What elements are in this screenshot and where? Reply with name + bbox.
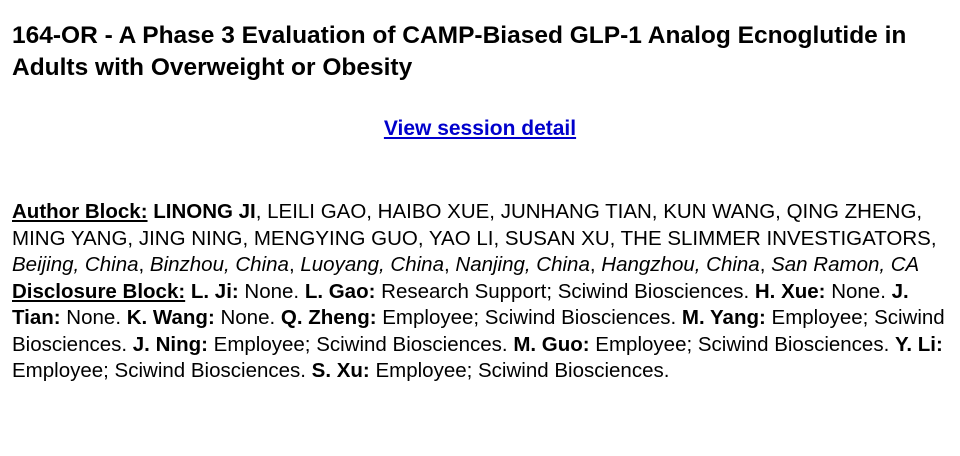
lead-author: LINONG JI xyxy=(153,200,256,223)
disclosure-name: M. Guo: xyxy=(513,332,590,356)
author-location: Hangzhou, China xyxy=(601,253,760,276)
disclosure-name: S. Xu: xyxy=(311,359,370,382)
disclosure-text: Employee; Sciwind Biosciences. xyxy=(376,306,682,329)
location-separator: , xyxy=(443,253,456,276)
disclosure-text: Research Support; Sciwind Biosciences. xyxy=(375,279,755,303)
disclosure-name-text: L. Ji: xyxy=(190,279,239,303)
abstract-body: Author Block: LINONG JI, LEILI GAO, HAIB… xyxy=(12,199,948,385)
location-separator: , xyxy=(759,253,772,276)
abstract-title: 164-OR - A Phase 3 Evaluation of CAMP-Bi… xyxy=(12,22,907,81)
disclosure-text: None. xyxy=(60,306,127,329)
lead-author-name: LINONG JI xyxy=(153,200,256,223)
disclosure-name: J. Tian: xyxy=(12,279,909,330)
author-location: Luoyang, China xyxy=(300,253,444,276)
author-location: Nanjing, China xyxy=(455,253,590,276)
disclosure-text: None. xyxy=(214,306,281,329)
disclosure-text: None. xyxy=(825,279,892,303)
disclosure-text: Employee; Sciwind Biosciences. xyxy=(589,332,895,356)
location-separator: , xyxy=(138,253,150,276)
disclosure-name: Y. Li: xyxy=(894,332,943,356)
author-block-label: Author Block: xyxy=(12,200,148,223)
disclosure-name: L. Ji: xyxy=(191,280,239,303)
author-location: Beijing, China xyxy=(12,253,139,276)
disclosure-text: Employee; Sciwind Biosciences. xyxy=(12,359,312,382)
author-location: San Ramon, CA xyxy=(771,253,920,276)
disclosure-text: None. xyxy=(238,279,305,303)
disclosure-name: H. Xue: xyxy=(754,279,826,303)
disclosure-name: K. Wang: xyxy=(126,306,215,329)
view-session-detail-link[interactable]: View session detail xyxy=(383,117,577,140)
disclosure-name: Q. Zheng: xyxy=(280,306,377,329)
disclosure-name: M. Yang: xyxy=(681,306,766,329)
disclosure-text: Employee; Sciwind Biosciences. xyxy=(369,359,670,382)
location-separator: , xyxy=(589,253,602,276)
disclosure-name: L. Gao: xyxy=(304,279,376,303)
disclosure-text: Employee; Sciwind Biosciences. xyxy=(12,306,945,356)
author-list: , LEILI GAO, HAIBO XUE, JUNHANG TIAN, KU… xyxy=(12,200,937,250)
disclosure-name: J. Ning: xyxy=(132,332,208,356)
author-location: Binzhou, China xyxy=(149,253,289,276)
disclosure-block-label: Disclosure Block: xyxy=(12,279,186,303)
disclosure-text: Employee; Sciwind Biosciences. xyxy=(207,332,514,356)
location-separator: , xyxy=(288,253,301,276)
session-link-container: View session detail xyxy=(12,114,948,146)
